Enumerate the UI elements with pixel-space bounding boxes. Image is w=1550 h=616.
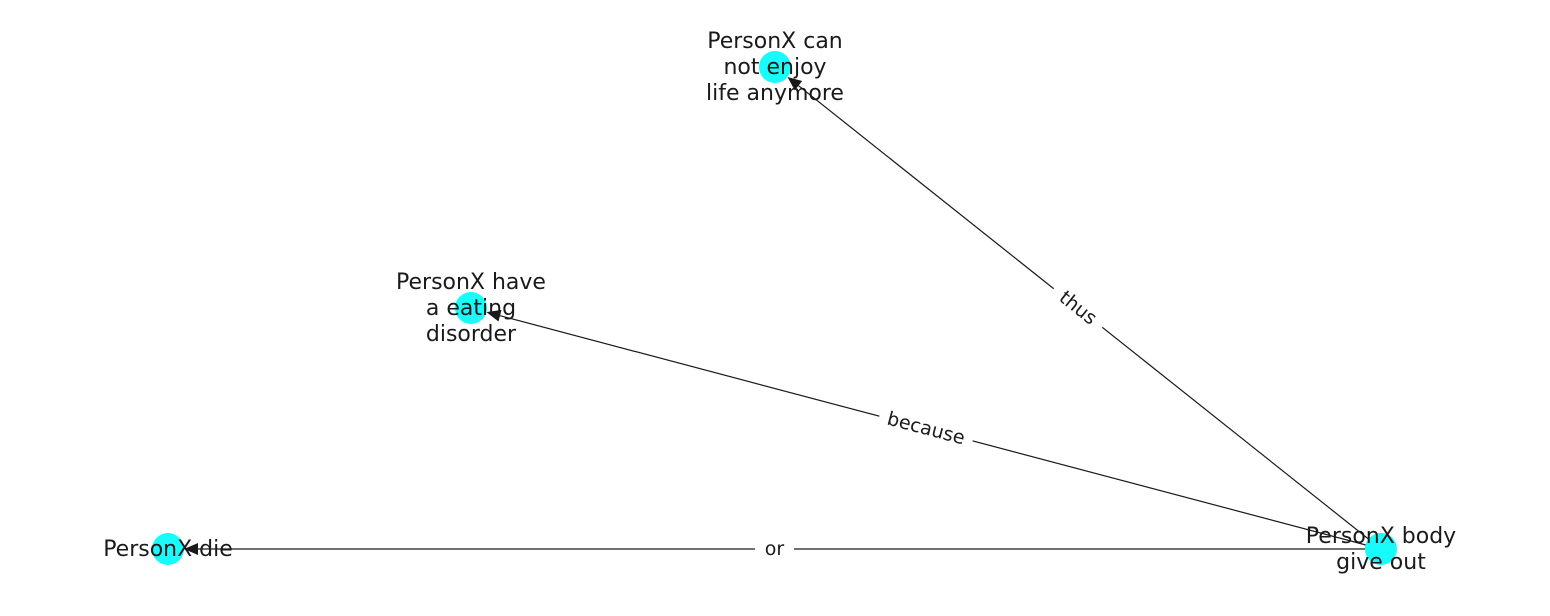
node-circle (1365, 533, 1397, 565)
arrowhead-icon (184, 543, 198, 555)
edges-layer (184, 76, 1382, 555)
node-circle (759, 51, 791, 83)
edge-label-background (1045, 278, 1111, 338)
edge-label-group: thus (1045, 278, 1111, 338)
node-label: PersonX have a eating disorder (396, 270, 546, 347)
edge-label: or (765, 538, 785, 560)
node-circle (152, 533, 184, 565)
node-label: PersonX die (103, 537, 233, 562)
node-label: PersonX body give out (1306, 524, 1456, 575)
edge-label-group: because (876, 403, 976, 454)
node-label: PersonX can not enjoy life anymore (706, 29, 844, 106)
arrowhead-icon (787, 76, 803, 91)
edge-label-group: or (755, 536, 794, 562)
arrowhead-icon (486, 309, 502, 322)
edge-label: because (885, 408, 967, 450)
nodes-layer (152, 51, 1397, 565)
node-circle (455, 292, 487, 324)
edge-label-background (876, 403, 976, 454)
labels-layer: thus because or PersonX can not enjoy life an… (103, 29, 1456, 575)
edge-label-background (755, 536, 794, 562)
